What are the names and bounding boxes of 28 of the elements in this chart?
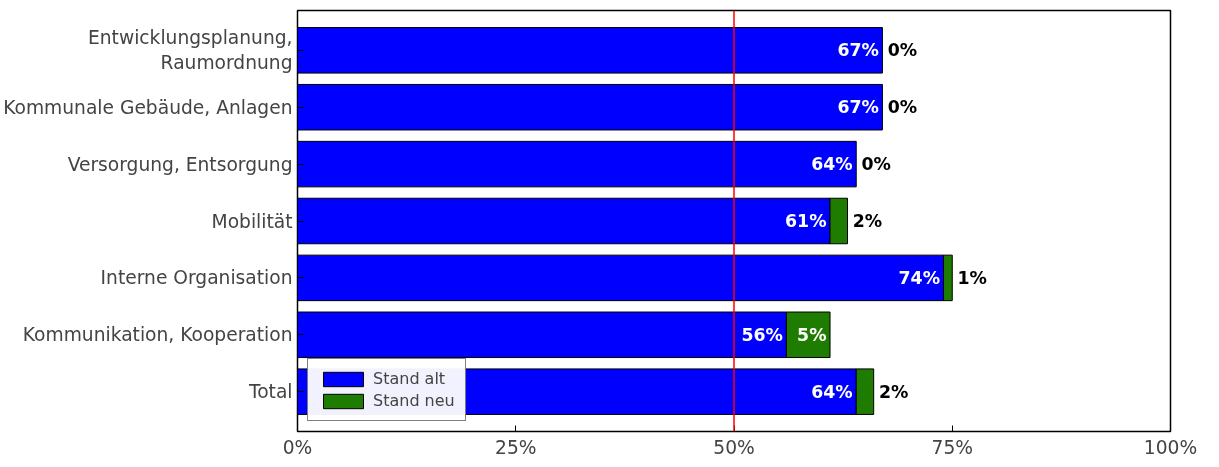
data-label: 0%	[887, 40, 918, 61]
y-tick-label: Kommunikation, Kooperation	[22, 324, 293, 346]
y-tick-label: Versorgung, Entsorgung	[67, 153, 293, 175]
data-label: 2%	[878, 381, 909, 402]
y-tick-label: Kommunale Gebäude, Anlagen	[3, 96, 293, 118]
legend-label: Stand neu	[373, 391, 455, 410]
data-label: 1%	[957, 267, 987, 288]
data-label: 5%	[797, 324, 827, 345]
x-tick-label: 50%	[713, 436, 755, 458]
x-tick-label: 100%	[1143, 436, 1198, 458]
x-tick-label: 75%	[931, 436, 973, 458]
data-label: 64%	[811, 381, 853, 402]
data-label: 61%	[785, 211, 827, 231]
x-tick-label: 25%	[495, 436, 537, 458]
data-label: 2%	[852, 211, 883, 231]
data-label: 67%	[837, 97, 879, 118]
data-label: 67%	[837, 40, 879, 61]
data-label: 64%	[811, 154, 853, 175]
data-label: 0%	[861, 154, 891, 175]
y-tick-label: Total	[247, 381, 293, 403]
y-tick-label: Mobilität	[211, 210, 293, 232]
x-tick-label: 0%	[282, 436, 313, 458]
data-label: 0%	[887, 97, 918, 118]
y-tick-label: Entwicklungsplanung, Raumordnung	[87, 27, 293, 74]
y-tick-label: Interne Organisation	[100, 267, 293, 289]
data-label: 56%	[741, 324, 783, 345]
legend-label: Stand alt	[373, 369, 446, 388]
data-label: 74%	[898, 267, 941, 288]
